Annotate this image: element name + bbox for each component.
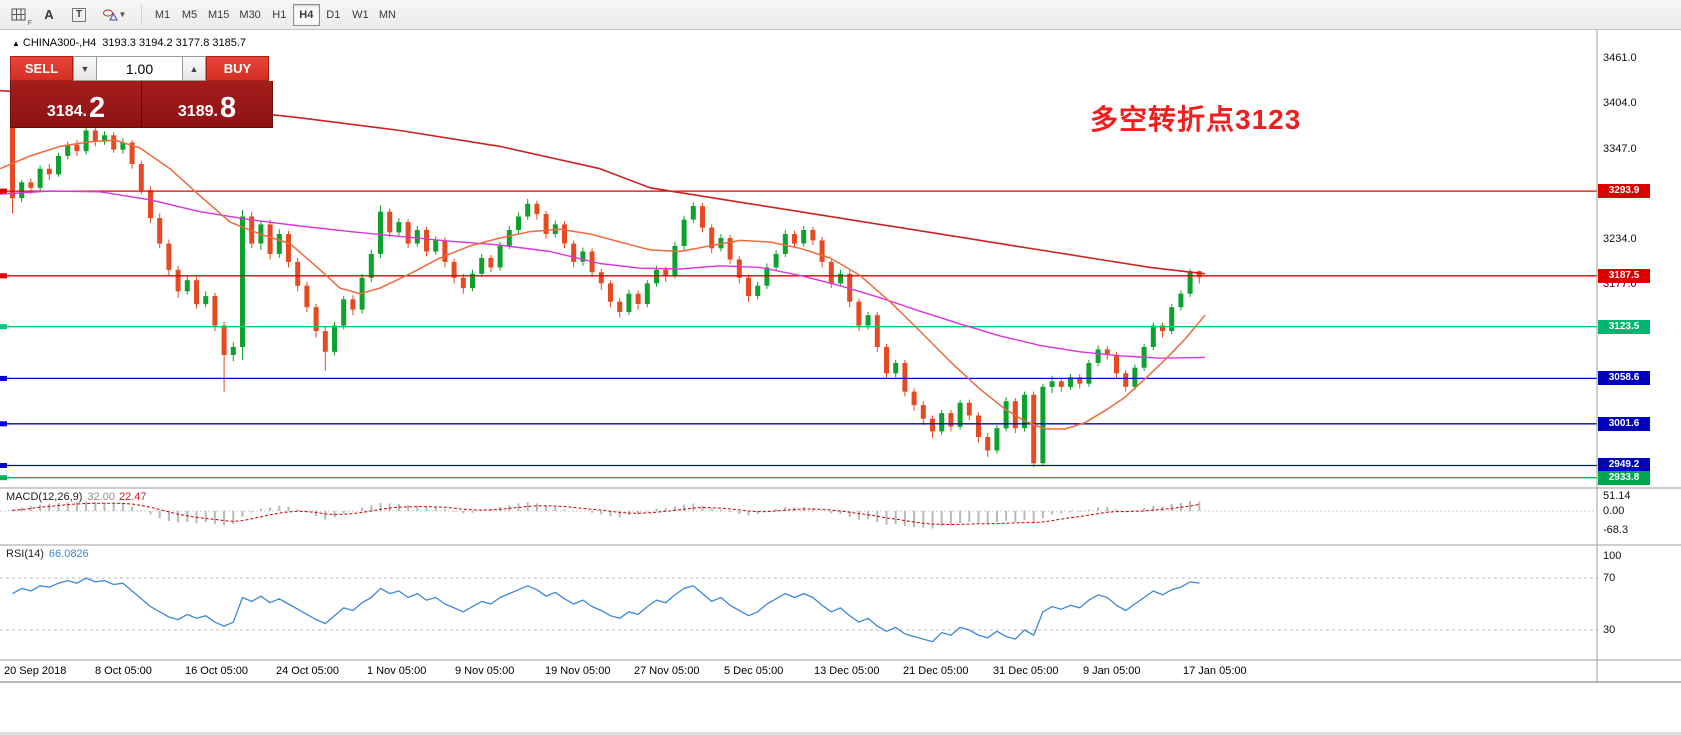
cursor-tool-icon[interactable]: A (34, 3, 64, 27)
chart-annotation-text: 多空转折点3123 (1090, 104, 1302, 135)
chart-area[interactable]: ▲ CHINA300-,H4 3193.3 3194.2 3177.8 3185.7… (0, 30, 1681, 682)
cursor-tool-label: A (44, 7, 54, 22)
trade-controls-row: SELL ▼ ▲ BUY (10, 56, 273, 81)
price-axis[interactable]: 3461.0 3404.0 3347.0 3234.0 3177.0 3293.… (1598, 30, 1681, 681)
macd-name: MACD(12,26,9) (6, 491, 83, 503)
volume-decrease-button[interactable]: ▼ (73, 56, 97, 81)
window-bottom-edge (0, 682, 1681, 735)
price-line-badge-3123: 3123.5 (1598, 320, 1650, 334)
timeframe-mn[interactable]: MN (374, 4, 401, 26)
price-label: 3347.0 (1603, 143, 1637, 155)
volume-increase-button[interactable]: ▲ (182, 56, 206, 81)
macd-signal-value: 22.47 (118, 491, 147, 503)
symbol-ohlc-header: ▲ CHINA300-,H4 3193.3 3194.2 3177.8 3185.7 (12, 37, 246, 49)
symbol-arrow-icon: ▲ (12, 39, 20, 48)
time-label: 27 Nov 05:00 (634, 665, 700, 677)
timeframe-m1[interactable]: M1 (149, 4, 176, 26)
time-label: 9 Nov 05:00 (455, 665, 515, 677)
price-line-badge-2933: 2933.8 (1598, 471, 1650, 485)
price-label: 3234.0 (1603, 233, 1637, 245)
separators-layer (0, 30, 1681, 682)
shapes-icon (102, 9, 118, 20)
symbol-name: CHINA300-,H4 (22, 37, 97, 49)
timeframe-d1[interactable]: D1 (320, 4, 347, 26)
text-tool-label: T (71, 7, 87, 22)
macd-axis-label: 51.14 (1603, 490, 1631, 502)
macd-axis-label: -68.3 (1603, 524, 1629, 536)
time-axis[interactable]: 20 Sep 2018 8 Oct 05:00 16 Oct 05:00 24 … (0, 662, 1681, 682)
moving-averages-layer (0, 89, 1206, 430)
timeframe-m30[interactable]: M30 (234, 4, 265, 26)
rsi-axis-label: 100 (1603, 550, 1622, 562)
time-label: 9 Jan 05:00 (1083, 665, 1141, 677)
time-label: 16 Oct 05:00 (185, 665, 248, 677)
rsi-axis-label: 30 (1603, 624, 1616, 636)
time-label: 8 Oct 05:00 (95, 665, 152, 677)
macd-axis-label: 0.00 (1603, 505, 1625, 517)
candles-layer (10, 111, 1202, 468)
triangle-up-icon: ▲ (189, 63, 199, 74)
time-label: 21 Dec 05:00 (903, 665, 969, 677)
time-label: 19 Nov 05:00 (545, 665, 611, 677)
rsi-value: 66.0826 (48, 548, 89, 560)
shapes-tool-icon[interactable]: ▼ (94, 3, 134, 27)
rsi-indicator-label: RSI(14) 66.0826 (6, 548, 89, 560)
macd-indicator-layer (0, 501, 1597, 529)
time-label: 24 Oct 05:00 (276, 665, 339, 677)
macd-indicator-label: MACD(12,26,9) 32.00 22.47 (6, 491, 146, 503)
toolbar: F A T ▼ M1 M5 M15 M30 H1 H4 D1 W1 MN (0, 0, 1681, 30)
buy-price-big-digit: 8 (219, 92, 237, 125)
sell-price-big-digit: 2 (88, 92, 106, 125)
price-line-badge-3293: 3293.9 (1598, 184, 1650, 198)
timeframe-h4[interactable]: H4 (292, 3, 320, 26)
sell-price-base: 3184. (46, 103, 87, 120)
price-line-badge-3001: 3001.6 (1598, 417, 1650, 431)
time-label: 5 Dec 05:00 (724, 665, 784, 677)
time-label: 31 Dec 05:00 (993, 665, 1059, 677)
triangle-down-icon: ▼ (80, 63, 90, 74)
price-line-badge-3058: 3058.6 (1598, 371, 1650, 385)
rsi-indicator-layer (0, 577, 1597, 643)
buy-price-base: 3189. (177, 103, 218, 120)
price-label: 3461.0 (1603, 52, 1637, 64)
price-label: 3404.0 (1603, 97, 1637, 109)
window-resize-edge (0, 732, 1681, 735)
time-label: 20 Sep 2018 (4, 665, 67, 677)
chart-canvas[interactable] (0, 30, 1681, 682)
chevron-down-icon: ▼ (118, 10, 127, 19)
time-label: 1 Nov 05:00 (367, 665, 427, 677)
price-line-badge-3187: 3187.5 (1598, 269, 1650, 283)
trade-prices-row: 3184. 2 3189. 8 (10, 81, 273, 128)
buy-button[interactable]: BUY (206, 56, 269, 81)
timeframe-m15[interactable]: M15 (203, 4, 234, 26)
chart-windows-icon[interactable]: F (4, 3, 34, 27)
rsi-name: RSI(14) (6, 548, 44, 560)
timeframe-h1[interactable]: H1 (266, 4, 293, 26)
buy-price[interactable]: 3189. 8 (142, 81, 272, 127)
volume-input[interactable] (97, 56, 182, 81)
time-label: 13 Dec 05:00 (814, 665, 880, 677)
time-label: 17 Jan 05:00 (1183, 665, 1247, 677)
sell-button[interactable]: SELL (10, 56, 73, 81)
timeframe-m5[interactable]: M5 (176, 4, 203, 26)
macd-main-value: 32.00 (87, 491, 115, 503)
one-click-trading-widget: SELL ▼ ▲ BUY 3184. 2 3189. 8 (10, 56, 273, 128)
toolbar-separator (141, 4, 142, 25)
toolbar-sub-label: F (27, 19, 32, 27)
rsi-axis-label: 70 (1603, 572, 1616, 584)
ohlc-values: 3193.3 3194.2 3177.8 3185.7 (102, 37, 247, 49)
price-line-badge-2949: 2949.2 (1598, 458, 1650, 472)
timeframe-w1[interactable]: W1 (347, 4, 374, 26)
text-tool-icon[interactable]: T (64, 3, 94, 27)
horizontal-price-lines-layer (0, 188, 1597, 481)
sell-price[interactable]: 3184. 2 (11, 81, 142, 127)
grid-icon (11, 8, 26, 20)
